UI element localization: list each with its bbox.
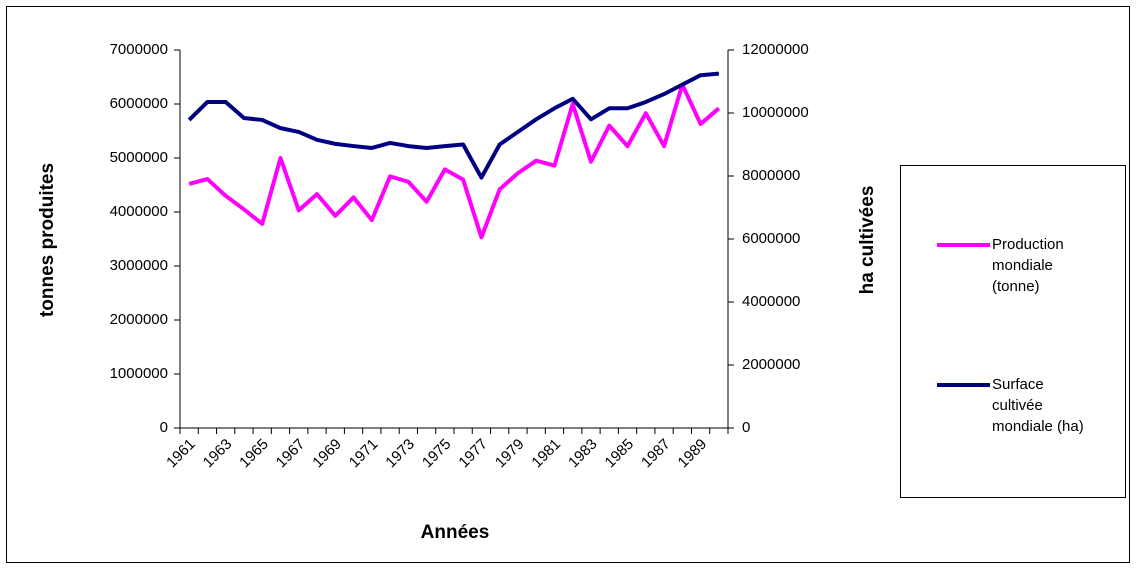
x-tick-label: 1983 bbox=[565, 436, 601, 472]
y2-tick-label: 8000000 bbox=[742, 167, 800, 184]
y2-tick-label: 12000000 bbox=[742, 41, 809, 58]
x-tick-label: 1967 bbox=[273, 436, 309, 472]
y-tick-label: 1000000 bbox=[110, 365, 168, 382]
y-tick-label: 3000000 bbox=[110, 257, 168, 274]
y-tick-label: 5000000 bbox=[110, 149, 168, 166]
y-tick-label: 0 bbox=[160, 419, 168, 436]
x-tick-label: 1977 bbox=[455, 436, 491, 472]
y2-tick-label: 10000000 bbox=[742, 104, 809, 121]
series-line bbox=[188, 82, 721, 240]
x-tick-label: 1961 bbox=[163, 436, 199, 472]
x-tick-label: 1965 bbox=[236, 436, 272, 472]
x-tick-label: 1963 bbox=[200, 436, 236, 472]
chart-frame bbox=[6, 6, 1130, 563]
y-tick-label: 6000000 bbox=[110, 95, 168, 112]
series-line bbox=[187, 71, 720, 180]
legend-label: Production mondiale (tonne) bbox=[992, 236, 1064, 295]
x-tick-label: 1989 bbox=[675, 436, 711, 472]
x-tick-label: 1973 bbox=[382, 436, 418, 472]
x-tick-label: 1975 bbox=[419, 436, 455, 472]
y2-tick-label: 0 bbox=[742, 419, 750, 436]
y2-tick-label: 6000000 bbox=[742, 230, 800, 247]
x-tick-label: 1971 bbox=[346, 436, 382, 472]
y2-tick-label: 4000000 bbox=[742, 293, 800, 310]
x-axis-label: Années bbox=[421, 522, 490, 543]
legend-box bbox=[900, 165, 1126, 498]
y2-axis-label: ha cultivées bbox=[857, 186, 878, 295]
x-tick-label: 1969 bbox=[309, 436, 345, 472]
x-tick-label: 1979 bbox=[492, 436, 528, 472]
y-tick-label: 2000000 bbox=[110, 311, 168, 328]
y-axis-label: tonnes produites bbox=[37, 163, 58, 317]
y-tick-label: 7000000 bbox=[110, 41, 168, 58]
x-tick-label: 1985 bbox=[602, 436, 638, 472]
y-tick-label: 4000000 bbox=[110, 203, 168, 220]
x-tick-label: 1981 bbox=[528, 436, 564, 472]
y2-tick-label: 2000000 bbox=[742, 356, 800, 373]
x-tick-label: 1987 bbox=[638, 436, 674, 472]
legend-label: Surface cultivée mondiale (ha) bbox=[992, 376, 1084, 435]
